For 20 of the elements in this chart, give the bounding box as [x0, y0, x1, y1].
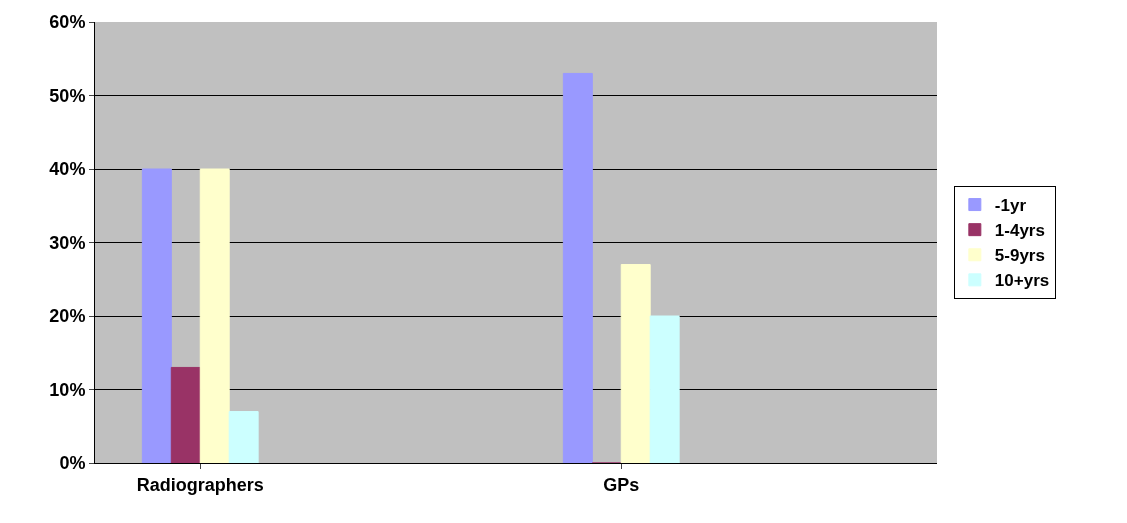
bar [199, 168, 230, 463]
x-tick-label: Radiographers [136, 474, 264, 495]
y-tick-label: 20% [49, 306, 86, 327]
y-tick-label: 0% [59, 453, 86, 474]
bar [562, 72, 593, 463]
bar [649, 315, 680, 463]
legend-label: 10+yrs [994, 271, 1050, 291]
x-tick-label: GPs [603, 474, 640, 495]
y-tick-label: 40% [49, 159, 86, 180]
bar [170, 366, 201, 463]
bar [141, 168, 172, 463]
y-tick-label: 30% [49, 232, 86, 253]
legend-label: -1yr [994, 196, 1027, 216]
bar [620, 264, 651, 463]
y-tick-label: 60% [49, 12, 86, 33]
y-tick-label: 50% [49, 85, 86, 106]
legend-label: 5-9yrs [994, 246, 1045, 266]
y-tick-label: 10% [49, 379, 86, 400]
bar [228, 411, 259, 463]
legend-label: 1-4yrs [994, 221, 1045, 241]
